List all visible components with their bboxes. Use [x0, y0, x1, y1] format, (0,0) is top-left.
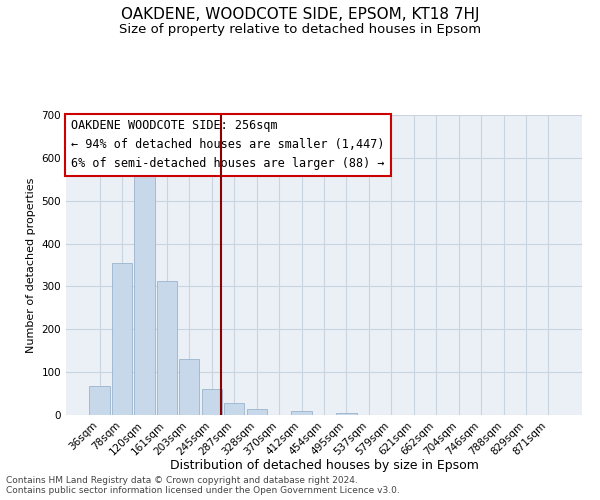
Bar — [112, 263, 132, 415]
Bar — [134, 172, 155, 415]
Y-axis label: Number of detached properties: Number of detached properties — [26, 178, 36, 352]
Bar — [179, 360, 199, 415]
Bar — [224, 403, 244, 415]
Bar — [292, 410, 311, 415]
Bar — [247, 409, 267, 415]
Bar — [202, 390, 222, 415]
Text: Size of property relative to detached houses in Epsom: Size of property relative to detached ho… — [119, 22, 481, 36]
Text: OAKDENE WOODCOTE SIDE: 256sqm
← 94% of detached houses are smaller (1,447)
6% of: OAKDENE WOODCOTE SIDE: 256sqm ← 94% of d… — [71, 120, 385, 170]
Text: Contains HM Land Registry data © Crown copyright and database right 2024.
Contai: Contains HM Land Registry data © Crown c… — [6, 476, 400, 495]
Text: OAKDENE, WOODCOTE SIDE, EPSOM, KT18 7HJ: OAKDENE, WOODCOTE SIDE, EPSOM, KT18 7HJ — [121, 8, 479, 22]
Bar — [157, 281, 177, 415]
Bar — [337, 414, 356, 415]
Bar — [89, 386, 110, 415]
X-axis label: Distribution of detached houses by size in Epsom: Distribution of detached houses by size … — [170, 460, 478, 472]
